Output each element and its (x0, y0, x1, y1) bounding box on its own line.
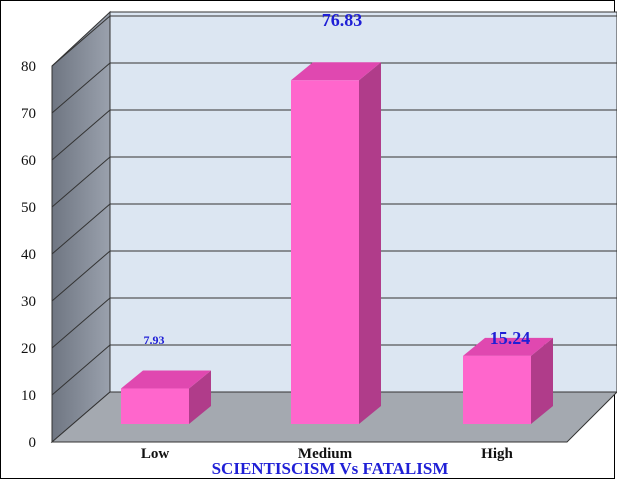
y-tick-label: 10 (21, 388, 36, 404)
data-label: 76.83 (322, 10, 363, 30)
gridline-side (51, 250, 111, 302)
x-tick-label: Medium (298, 446, 353, 462)
bar-side (531, 337, 553, 424)
gridline-side (51, 297, 111, 349)
x-axis-categories: Low Medium High (141, 446, 514, 462)
y-tick-label: 50 (21, 200, 36, 216)
bar-top (291, 62, 381, 81)
bars (121, 62, 553, 425)
x-tick-label: Low (141, 446, 170, 462)
data-label: 15.24 (490, 328, 531, 348)
bar-low (121, 388, 189, 424)
gridline-side (51, 344, 111, 396)
y-axis-ticks: 0 10 20 30 40 50 60 70 80 (21, 59, 36, 451)
y-tick-label: 60 (21, 153, 36, 169)
gridline-side (51, 109, 111, 161)
data-label: 7.93 (144, 333, 165, 347)
bar-high (463, 355, 531, 424)
gridline-side (51, 15, 111, 67)
data-labels: 7.93 76.83 15.24 (144, 10, 531, 348)
y-tick-label: 20 (21, 341, 36, 357)
bar-top (463, 337, 553, 356)
bar-side (189, 370, 211, 424)
bar-top (121, 370, 211, 389)
x-tick-label: High (481, 446, 513, 462)
bar-medium (291, 80, 359, 425)
y-tick-label: 40 (21, 247, 36, 263)
y-tick-label: 70 (21, 106, 36, 122)
y-tick-label: 0 (29, 435, 37, 451)
side-wall (51, 10, 111, 444)
y-tick-label: 80 (21, 59, 36, 75)
bar-side (359, 62, 381, 425)
y-tick-label: 30 (21, 294, 36, 310)
chart-title: SCIENTISCISM Vs FATALISM (212, 459, 449, 478)
gridline-side (51, 62, 111, 114)
gridline-side (51, 203, 111, 255)
gridline-side (51, 156, 111, 208)
